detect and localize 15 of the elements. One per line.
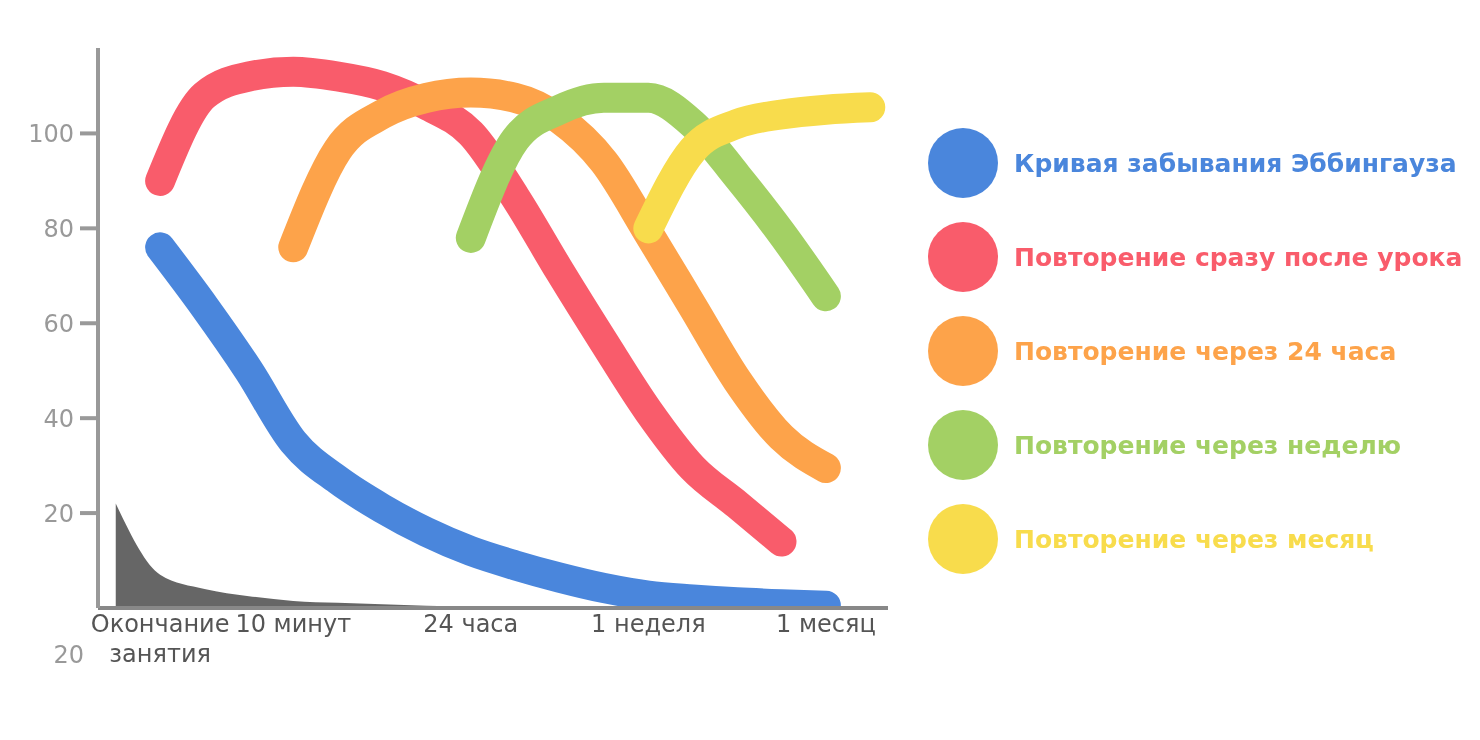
- text: Повторение через 24 часа: [1014, 336, 1397, 366]
- text: Кривая забывания Эббингауза: [1014, 148, 1457, 178]
- y-tick-label: 40: [43, 405, 74, 434]
- x-tick-label: 10 минут: [235, 610, 352, 638]
- y-tick-label: 20: [43, 500, 74, 529]
- text: Повторение через месяц: [1014, 524, 1374, 554]
- y-tick-label: 60: [43, 310, 74, 339]
- text: Повторение через неделю: [1014, 430, 1402, 460]
- x-tick-label: 1 неделя: [591, 610, 706, 638]
- x-tick-label: 24 часа: [423, 610, 519, 638]
- x-tick-label: Окончание занятия: [90, 610, 230, 668]
- text: Повторение сразу после урока: [1014, 242, 1463, 272]
- x-tick-label: 1 месяц: [775, 610, 876, 638]
- y-tick-label: 80: [43, 215, 74, 244]
- y-tick-label: 100: [28, 120, 74, 149]
